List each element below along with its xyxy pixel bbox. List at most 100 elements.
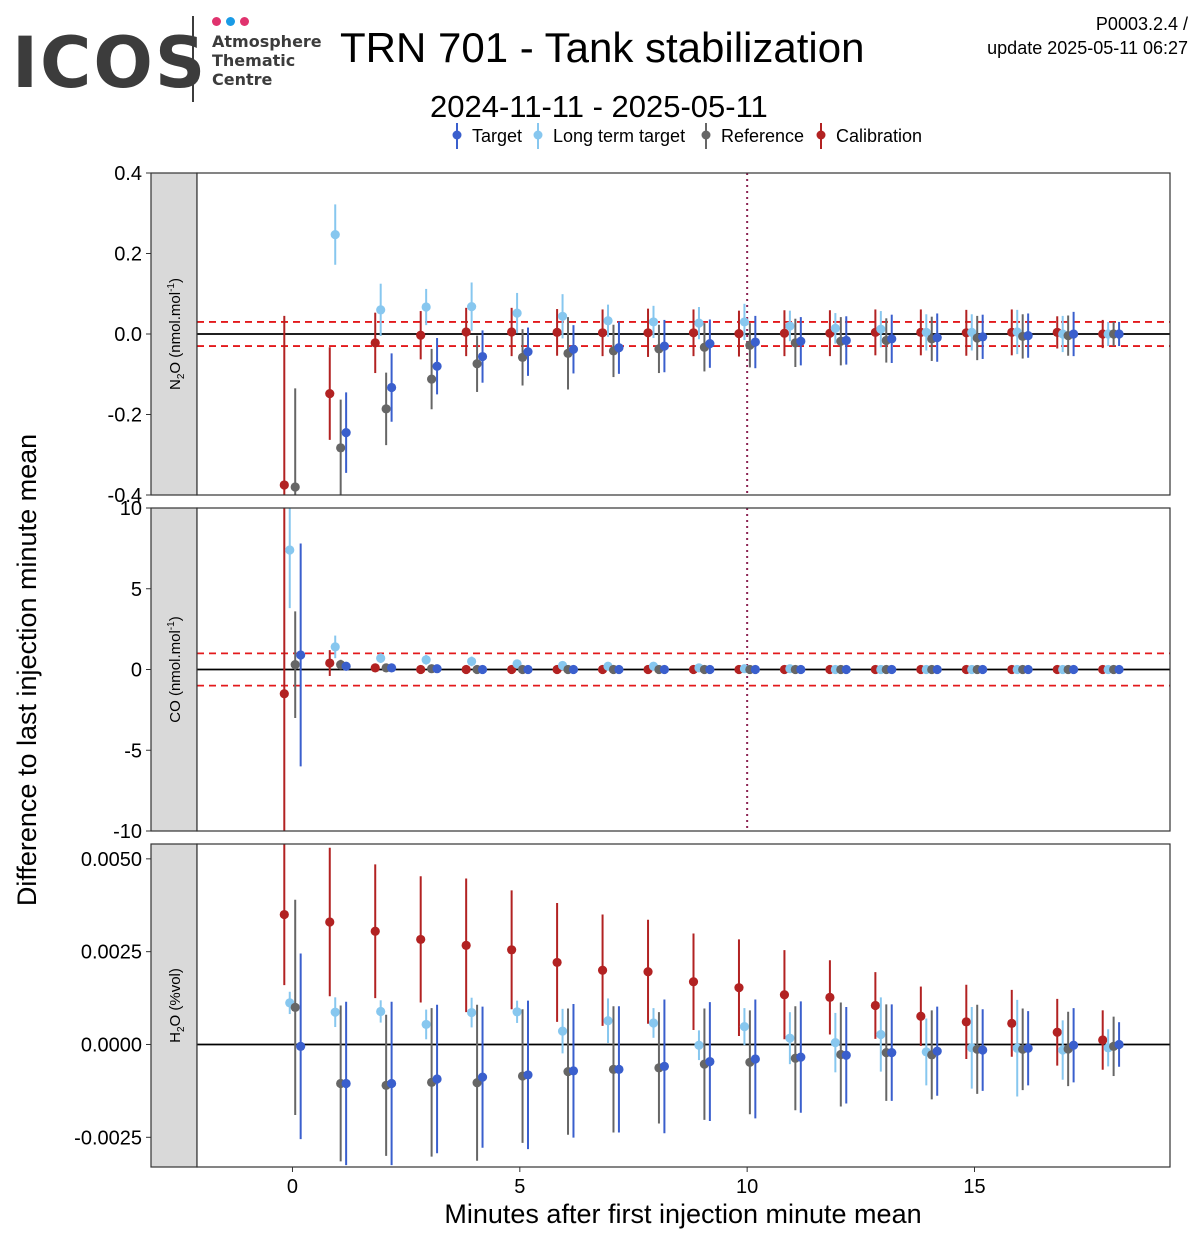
y-tick-label: -0.2 bbox=[108, 405, 142, 427]
data-point bbox=[796, 1052, 806, 1062]
strip-label-part: N bbox=[167, 379, 184, 390]
data-point bbox=[467, 1007, 477, 1018]
data-point bbox=[694, 318, 704, 328]
data-point bbox=[603, 1016, 613, 1026]
legend-label: Long term target bbox=[553, 126, 685, 146]
version-label: P0003.2.4 / bbox=[1095, 14, 1188, 34]
y-tick-label: 0.4 bbox=[114, 163, 142, 185]
data-point bbox=[341, 661, 351, 671]
data-point bbox=[876, 1029, 886, 1040]
data-point bbox=[750, 1054, 760, 1064]
data-point bbox=[887, 1048, 897, 1058]
data-point bbox=[614, 343, 624, 353]
series-target bbox=[296, 543, 1124, 767]
plot-content bbox=[197, 844, 1170, 1166]
facet-strip-label: CO (nmol.mol-1) bbox=[166, 616, 184, 722]
data-point bbox=[512, 308, 522, 318]
data-point bbox=[978, 664, 988, 675]
data-point bbox=[477, 351, 488, 362]
legend-key-dot bbox=[816, 130, 826, 140]
data-point bbox=[461, 940, 471, 950]
data-point bbox=[290, 1002, 300, 1012]
data-point bbox=[796, 664, 806, 675]
facet-strip bbox=[150, 843, 198, 1168]
plot-frame bbox=[196, 507, 1171, 832]
data-point bbox=[557, 311, 568, 321]
data-point bbox=[597, 965, 608, 975]
data-point bbox=[552, 957, 562, 968]
data-point bbox=[341, 428, 351, 438]
strip-label-part: 2 bbox=[176, 1026, 187, 1032]
data-point bbox=[887, 334, 897, 344]
data-point bbox=[341, 1078, 351, 1089]
data-point bbox=[825, 992, 835, 1002]
y-tick-label: 0.0000 bbox=[81, 1034, 142, 1056]
data-point bbox=[467, 302, 477, 312]
data-point bbox=[336, 443, 346, 453]
y-tick-label: -0.4 bbox=[108, 485, 142, 507]
data-point bbox=[779, 328, 790, 338]
x-tick-label: 10 bbox=[736, 1176, 758, 1198]
data-point bbox=[694, 1040, 704, 1050]
data-point bbox=[507, 327, 517, 337]
x-tick-label: 15 bbox=[963, 1176, 985, 1198]
data-point bbox=[279, 480, 289, 490]
version-info: P0003.2.4 / update 2025-05-11 06:27 bbox=[987, 12, 1188, 60]
y-axis-label: Difference to last injection minute mean bbox=[12, 434, 42, 906]
data-point bbox=[887, 664, 897, 675]
plot-frame bbox=[196, 843, 1171, 1168]
y-tick-label: -10 bbox=[113, 821, 142, 843]
data-point bbox=[841, 1050, 851, 1060]
data-point bbox=[750, 337, 760, 347]
data-point bbox=[472, 359, 482, 369]
data-point bbox=[643, 967, 653, 977]
data-point bbox=[1114, 329, 1124, 339]
data-point bbox=[932, 333, 942, 343]
y-tick-label: 0.2 bbox=[114, 244, 142, 266]
data-point bbox=[387, 663, 397, 673]
data-point bbox=[1023, 331, 1033, 341]
x-axis-label: Minutes after first injection minute mea… bbox=[444, 1199, 921, 1229]
data-point bbox=[659, 664, 670, 675]
series-calibration bbox=[279, 508, 1108, 831]
data-point bbox=[1007, 1018, 1017, 1028]
data-point bbox=[330, 1007, 340, 1017]
data-point bbox=[552, 327, 562, 337]
data-point bbox=[416, 664, 426, 675]
plot-content bbox=[197, 173, 1170, 495]
data-point bbox=[603, 316, 613, 326]
data-point bbox=[507, 945, 517, 955]
data-point bbox=[512, 659, 522, 669]
data-point bbox=[432, 1074, 442, 1084]
facet-strip-label: H2O (%vol) bbox=[167, 968, 187, 1043]
strip-label-part: -1 bbox=[166, 283, 177, 292]
legend-item: Target bbox=[452, 123, 522, 149]
data-point bbox=[750, 664, 760, 675]
logo-dot bbox=[240, 17, 249, 26]
data-point bbox=[557, 1026, 568, 1036]
data-point bbox=[932, 664, 942, 675]
data-point bbox=[370, 926, 380, 936]
data-point bbox=[796, 336, 806, 346]
data-point bbox=[523, 347, 533, 357]
data-point bbox=[416, 330, 426, 340]
data-point bbox=[734, 983, 744, 993]
logo-subtitle-line: Atmosphere bbox=[212, 32, 322, 51]
facet-strip bbox=[150, 172, 198, 496]
legend-key-dot bbox=[452, 130, 462, 140]
data-point bbox=[421, 1019, 431, 1030]
data-point bbox=[1098, 1035, 1108, 1045]
data-point bbox=[325, 388, 335, 399]
data-point bbox=[978, 1045, 988, 1055]
logo-dot bbox=[212, 17, 221, 26]
legend-key-dot bbox=[533, 130, 543, 140]
data-point bbox=[387, 382, 397, 393]
data-point bbox=[416, 934, 426, 945]
data-point bbox=[830, 323, 840, 333]
logo-wordmark: ICOS bbox=[12, 22, 208, 104]
data-point bbox=[978, 332, 988, 342]
data-point bbox=[568, 664, 579, 675]
strip-label-part: O (nmol.mol bbox=[167, 292, 184, 374]
data-point bbox=[688, 328, 699, 338]
data-point bbox=[870, 1000, 880, 1011]
